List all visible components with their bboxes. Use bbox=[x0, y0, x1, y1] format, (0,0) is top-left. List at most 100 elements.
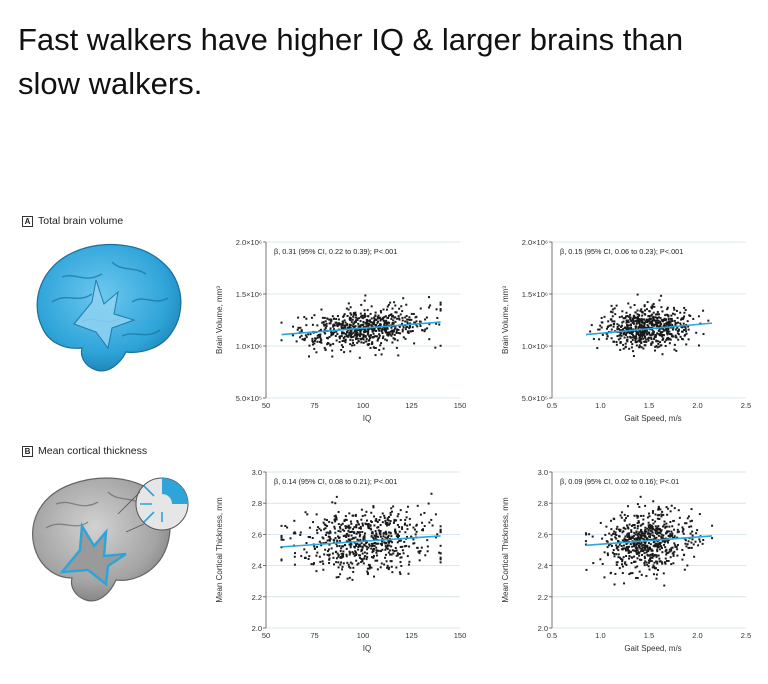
chart-a-iq-point bbox=[319, 337, 322, 340]
chart-a-iq-point bbox=[371, 341, 374, 344]
chart-b-iq-point bbox=[307, 557, 310, 560]
chart-b-iq-point bbox=[348, 565, 351, 568]
chart-a-gait-point bbox=[630, 346, 633, 349]
chart-b-iq-point bbox=[335, 576, 338, 579]
chart-b-gait-point bbox=[612, 549, 615, 552]
chart-b-iq-point bbox=[339, 573, 342, 576]
chart-a-iq-point bbox=[358, 317, 361, 320]
chart-a-gait-point bbox=[675, 349, 678, 352]
chart-a-iq-point bbox=[387, 334, 390, 337]
chart-b-gait-point bbox=[647, 529, 650, 532]
chart-a-gait-point bbox=[641, 314, 644, 317]
chart-b-iq-point bbox=[357, 562, 360, 565]
chart-a-gait-point bbox=[680, 318, 683, 321]
chart-b-gait-point bbox=[681, 530, 684, 533]
chart-b-iq-point bbox=[360, 557, 363, 560]
chart-b-gait-point bbox=[643, 530, 646, 533]
chart-b-gait-point bbox=[697, 544, 700, 547]
chart-a-iq-point bbox=[399, 332, 402, 335]
chart-a-gait-x-axis-label: Gait Speed, m/s bbox=[624, 414, 681, 423]
chart-b-gait-point bbox=[651, 511, 654, 514]
chart-b-gait-point bbox=[615, 544, 618, 547]
chart-a-iq-point bbox=[371, 330, 374, 333]
chart-b-iq-point bbox=[305, 542, 308, 545]
chart-b-iq-point bbox=[335, 518, 338, 521]
chart-b-iq-point bbox=[280, 534, 283, 537]
chart-b-iq-point bbox=[383, 541, 386, 544]
chart-a-iq-point bbox=[386, 333, 389, 336]
chart-b-gait-point bbox=[636, 577, 639, 580]
chart-b-gait-point bbox=[636, 549, 639, 552]
chart-b-gait-point bbox=[607, 544, 610, 547]
chart-a-iq-point bbox=[408, 327, 411, 330]
chart-a-gait-point bbox=[641, 321, 644, 324]
chart-b-iq-point bbox=[350, 543, 353, 546]
chart-b-gait-point bbox=[654, 567, 657, 570]
chart-b-gait-point bbox=[675, 545, 678, 548]
chart-b-gait-point bbox=[645, 575, 648, 578]
chart-b-gait-point bbox=[686, 543, 689, 546]
chart-b-iq-point bbox=[328, 543, 331, 546]
chart-a-gait-point bbox=[676, 329, 679, 332]
chart-a-iq-point bbox=[335, 330, 338, 333]
chart-b-gait-point bbox=[638, 542, 641, 545]
chart-a-iq-point bbox=[340, 348, 343, 351]
chart-b-iq-point bbox=[401, 549, 404, 552]
chart-a-iq-point bbox=[387, 332, 390, 335]
chart-a-gait-point bbox=[643, 304, 646, 307]
chart-a-gait-point bbox=[611, 320, 614, 323]
chart-b-gait-point bbox=[642, 546, 645, 549]
chart-b-gait-point bbox=[615, 534, 618, 537]
chart-b-gait-point bbox=[660, 515, 663, 518]
chart-a-iq-point bbox=[334, 334, 337, 337]
chart-a-iq-point bbox=[373, 346, 376, 349]
chart-a-iq-x-tick-label: 100 bbox=[357, 401, 370, 410]
chart-b-iq-point bbox=[362, 539, 365, 542]
chart-b-iq-point bbox=[376, 568, 379, 571]
chart-b-gait-point bbox=[659, 508, 662, 511]
chart-b-iq-point bbox=[381, 521, 384, 524]
chart-a-iq-point bbox=[361, 337, 364, 340]
chart-b-gait-point bbox=[660, 533, 663, 536]
chart-b-gait-point bbox=[610, 519, 613, 522]
chart-b-gait-point bbox=[638, 570, 641, 573]
chart-b-iq-point bbox=[348, 512, 351, 515]
chart-b-iq-point bbox=[316, 545, 319, 548]
chart-a-iq-point bbox=[304, 334, 307, 337]
chart-b-iq-point bbox=[347, 526, 350, 529]
chart-a-iq-point bbox=[379, 316, 382, 319]
chart-b-iq-point bbox=[337, 566, 340, 569]
chart-a-gait-point bbox=[626, 340, 629, 343]
chart-a-gait-point bbox=[670, 320, 673, 323]
chart-b-iq-point bbox=[343, 519, 346, 522]
chart-b-gait-point bbox=[631, 545, 634, 548]
chart-a-gait-point bbox=[640, 317, 643, 320]
chart-a-gait-point bbox=[632, 320, 635, 323]
chart-b-iq-point bbox=[406, 524, 409, 527]
chart-b-iq-point bbox=[383, 516, 386, 519]
chart-b-iq-point bbox=[421, 529, 424, 532]
chart-b-gait-point bbox=[610, 534, 613, 537]
chart-a-iq-point bbox=[354, 314, 357, 317]
chart-b-iq-point bbox=[360, 518, 363, 521]
chart-b-gait-point bbox=[676, 548, 679, 551]
chart-a-gait-point bbox=[639, 320, 642, 323]
chart-a-iq-point bbox=[365, 323, 368, 326]
chart-b-iq-point bbox=[375, 554, 378, 557]
chart-b-gait-point bbox=[644, 541, 647, 544]
chart-a-gait-point bbox=[640, 326, 643, 329]
chart-a-gait-point bbox=[657, 340, 660, 343]
chart-b-iq-point bbox=[387, 551, 390, 554]
chart-b-iq-point bbox=[372, 548, 375, 551]
chart-b-gait-point bbox=[657, 531, 660, 534]
chart-a-gait-point bbox=[632, 335, 635, 338]
chart-b-iq-point bbox=[363, 536, 366, 539]
chart-b-gait-point bbox=[673, 535, 676, 538]
chart-a-iq-point bbox=[427, 306, 430, 309]
chart-b-iq-point bbox=[388, 544, 391, 547]
chart-a-iq-point bbox=[310, 316, 313, 319]
chart-b-iq-point bbox=[388, 566, 391, 569]
chart-b-iq-point bbox=[404, 518, 407, 521]
chart-a-gait-point bbox=[677, 333, 680, 336]
chart-b-iq-point bbox=[388, 523, 391, 526]
